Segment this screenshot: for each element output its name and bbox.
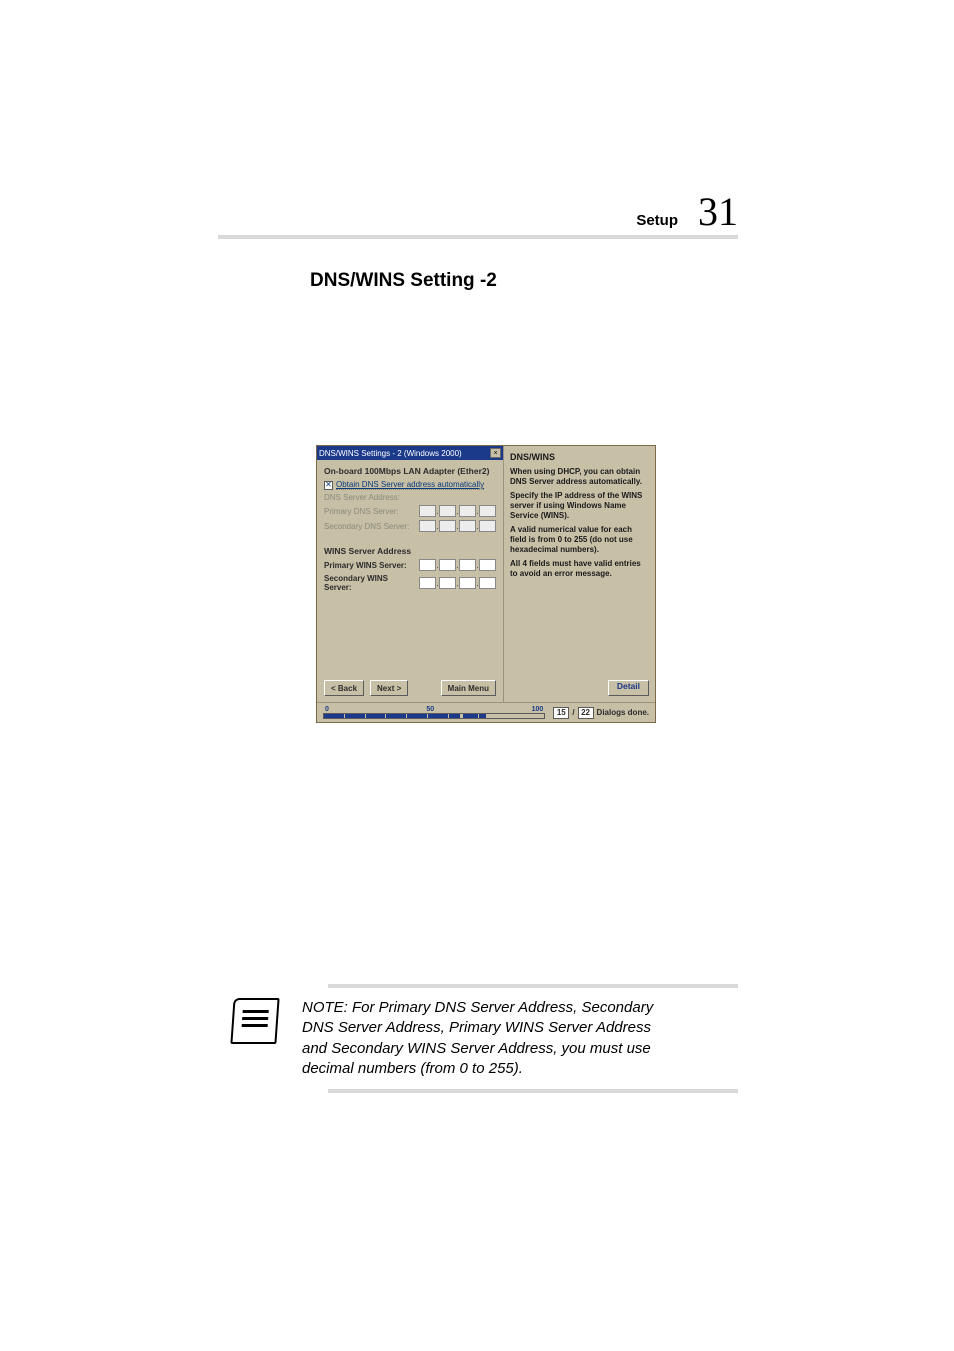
next-button[interactable]: Next > bbox=[370, 680, 408, 696]
dialogs-done-count: 15 bbox=[553, 707, 569, 719]
settings-screenshot: DNS/WINS Settings - 2 (Windows 2000) × O… bbox=[316, 445, 656, 723]
section-title: DNS/WINS Setting -2 bbox=[310, 270, 497, 292]
status-bar: 0 50 100 15 / 22 Dialogs done. bbox=[317, 702, 655, 722]
secondary-wins-label: Secondary WINS Server: bbox=[324, 574, 415, 592]
tick-100: 100 bbox=[532, 706, 544, 713]
primary-dns-row: Primary DNS Server: ... bbox=[324, 505, 496, 517]
obtain-dns-row: ✕ Obtain DNS Server address automaticall… bbox=[324, 480, 496, 490]
note-rule-bottom bbox=[328, 1089, 738, 1093]
primary-dns-label: Primary DNS Server: bbox=[324, 507, 415, 516]
dialogs-done-label: Dialogs done. bbox=[597, 708, 649, 717]
progress-bar bbox=[323, 713, 545, 719]
adapter-label: On-board 100Mbps LAN Adapter (Ether2) bbox=[324, 466, 496, 476]
back-button[interactable]: < Back bbox=[324, 680, 364, 696]
secondary-dns-input[interactable]: ... bbox=[419, 520, 496, 532]
secondary-dns-row: Secondary DNS Server: ... bbox=[324, 520, 496, 532]
help-p4: All 4 fields must have valid entries to … bbox=[510, 559, 649, 579]
close-icon[interactable]: × bbox=[490, 448, 501, 458]
screenshot-body: DNS/WINS Settings - 2 (Windows 2000) × O… bbox=[317, 446, 655, 702]
main-menu-button[interactable]: Main Menu bbox=[441, 680, 496, 696]
primary-wins-label: Primary WINS Server: bbox=[324, 561, 415, 570]
dialog-button-bar: < Back Next > Main Menu bbox=[324, 680, 496, 696]
wins-section: WINS Server Address Primary WINS Server:… bbox=[324, 546, 496, 592]
detail-button[interactable]: Detail bbox=[608, 680, 649, 696]
note-block: NOTE: For Primary DNS Server Address, Se… bbox=[218, 984, 738, 1093]
progress-area: 0 50 100 bbox=[323, 706, 545, 720]
secondary-dns-label: Secondary DNS Server: bbox=[324, 522, 415, 531]
counter-slash: / bbox=[572, 708, 574, 717]
help-p1: When using DHCP, you can obtain DNS Serv… bbox=[510, 467, 649, 487]
note-icon bbox=[230, 998, 279, 1044]
obtain-dns-checkbox[interactable]: ✕ bbox=[324, 481, 333, 490]
wins-heading: WINS Server Address bbox=[324, 546, 496, 556]
primary-wins-row: Primary WINS Server: ... bbox=[324, 559, 496, 571]
help-p2: Specify the IP address of the WINS serve… bbox=[510, 491, 649, 521]
secondary-wins-row: Secondary WINS Server: ... bbox=[324, 574, 496, 592]
dialog-content: On-board 100Mbps LAN Adapter (Ether2) ✕ … bbox=[317, 460, 503, 702]
dialog-title: DNS/WINS Settings - 2 (Windows 2000) bbox=[319, 449, 462, 458]
primary-wins-input[interactable]: ... bbox=[419, 559, 496, 571]
obtain-dns-label[interactable]: Obtain DNS Server address automatically bbox=[336, 480, 484, 490]
page-header: Setup 31 bbox=[636, 188, 738, 235]
note-text: NOTE: For Primary DNS Server Address, Se… bbox=[302, 998, 672, 1079]
help-panel: DNS/WINS When using DHCP, you can obtain… bbox=[503, 446, 655, 702]
secondary-wins-input[interactable]: ... bbox=[419, 577, 496, 589]
header-rule bbox=[218, 235, 738, 239]
note-row: NOTE: For Primary DNS Server Address, Se… bbox=[218, 988, 738, 1089]
help-title: DNS/WINS bbox=[510, 452, 649, 462]
dns-address-heading: DNS Server Address: bbox=[324, 493, 496, 502]
dialogs-total-count: 22 bbox=[578, 707, 594, 719]
page-number: 31 bbox=[698, 188, 738, 235]
document-page: Setup 31 DNS/WINS Setting -2 DNS/WINS Se… bbox=[0, 0, 954, 1351]
help-p3: A valid numerical value for each field i… bbox=[510, 525, 649, 555]
primary-dns-input[interactable]: ... bbox=[419, 505, 496, 517]
tick-50: 50 bbox=[426, 706, 434, 713]
progress-scale: 0 50 100 bbox=[323, 706, 545, 713]
dialog-titlebar: DNS/WINS Settings - 2 (Windows 2000) × bbox=[317, 446, 503, 460]
section-name: Setup bbox=[636, 212, 678, 229]
dialog-window: DNS/WINS Settings - 2 (Windows 2000) × O… bbox=[317, 446, 503, 702]
tick-0: 0 bbox=[325, 706, 329, 713]
progress-counter: 15 / 22 Dialogs done. bbox=[553, 707, 649, 719]
